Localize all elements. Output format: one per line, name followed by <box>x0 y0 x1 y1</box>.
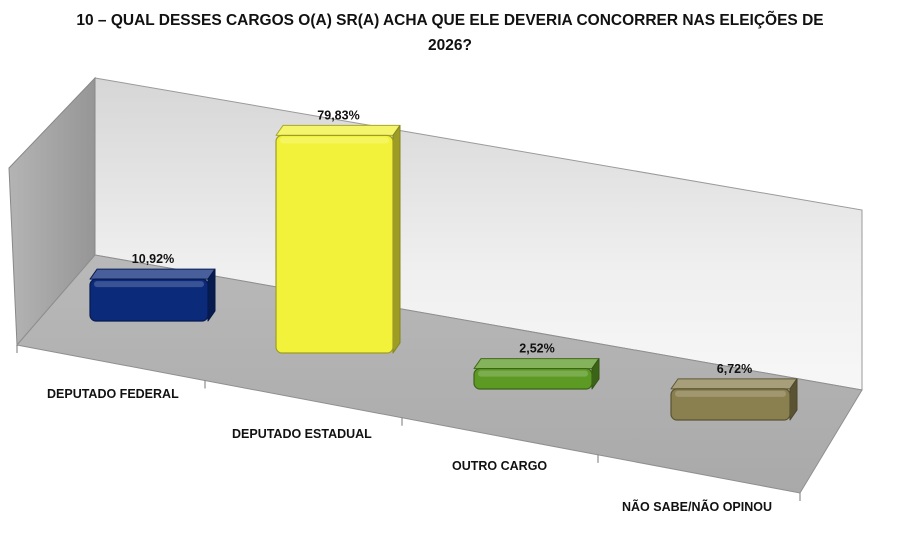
category-label-3: NÃO SABE/NÃO OPINOU <box>622 499 772 514</box>
value-labels-layer: 10,92% 79,83% 2,52% 6,72% <box>132 108 752 375</box>
bar-front-1 <box>275 134 394 354</box>
bar-highlight-2 <box>478 370 588 377</box>
bar-2 <box>473 358 600 390</box>
bar-highlight-3 <box>675 390 786 397</box>
bar-top-1 <box>275 124 401 136</box>
chart-title: 10 – QUAL DESSES CARGOS O(A) SR(A) ACHA … <box>76 12 824 54</box>
bar-highlight-1 <box>280 137 389 144</box>
category-label-0: DEPUTADO FEDERAL <box>47 387 179 401</box>
bar-side-1 <box>392 124 401 354</box>
bar-0 <box>89 268 216 322</box>
category-label-2: OUTRO CARGO <box>452 459 547 473</box>
value-label-3: 6,72% <box>717 362 752 376</box>
bars-layer <box>89 124 798 421</box>
value-label-0: 10,92% <box>132 252 174 266</box>
bar-side-0 <box>207 268 216 322</box>
category-label-1: DEPUTADO ESTADUAL <box>232 427 372 441</box>
bar-top-3 <box>670 378 798 390</box>
bar-3 <box>670 378 798 421</box>
bar-front-0 <box>89 278 209 322</box>
bar-top-2 <box>473 358 600 370</box>
bar-top-0 <box>89 268 216 280</box>
floor <box>16 254 863 494</box>
x-axis-ticks <box>16 345 801 501</box>
bar-1 <box>275 124 401 354</box>
category-labels-layer: DEPUTADO FEDERAL DEPUTADO ESTADUAL OUTRO C… <box>47 387 772 514</box>
value-label-2: 2,52% <box>519 342 554 356</box>
value-label-1: 79,83% <box>317 108 359 122</box>
bar-highlight-0 <box>94 281 204 288</box>
